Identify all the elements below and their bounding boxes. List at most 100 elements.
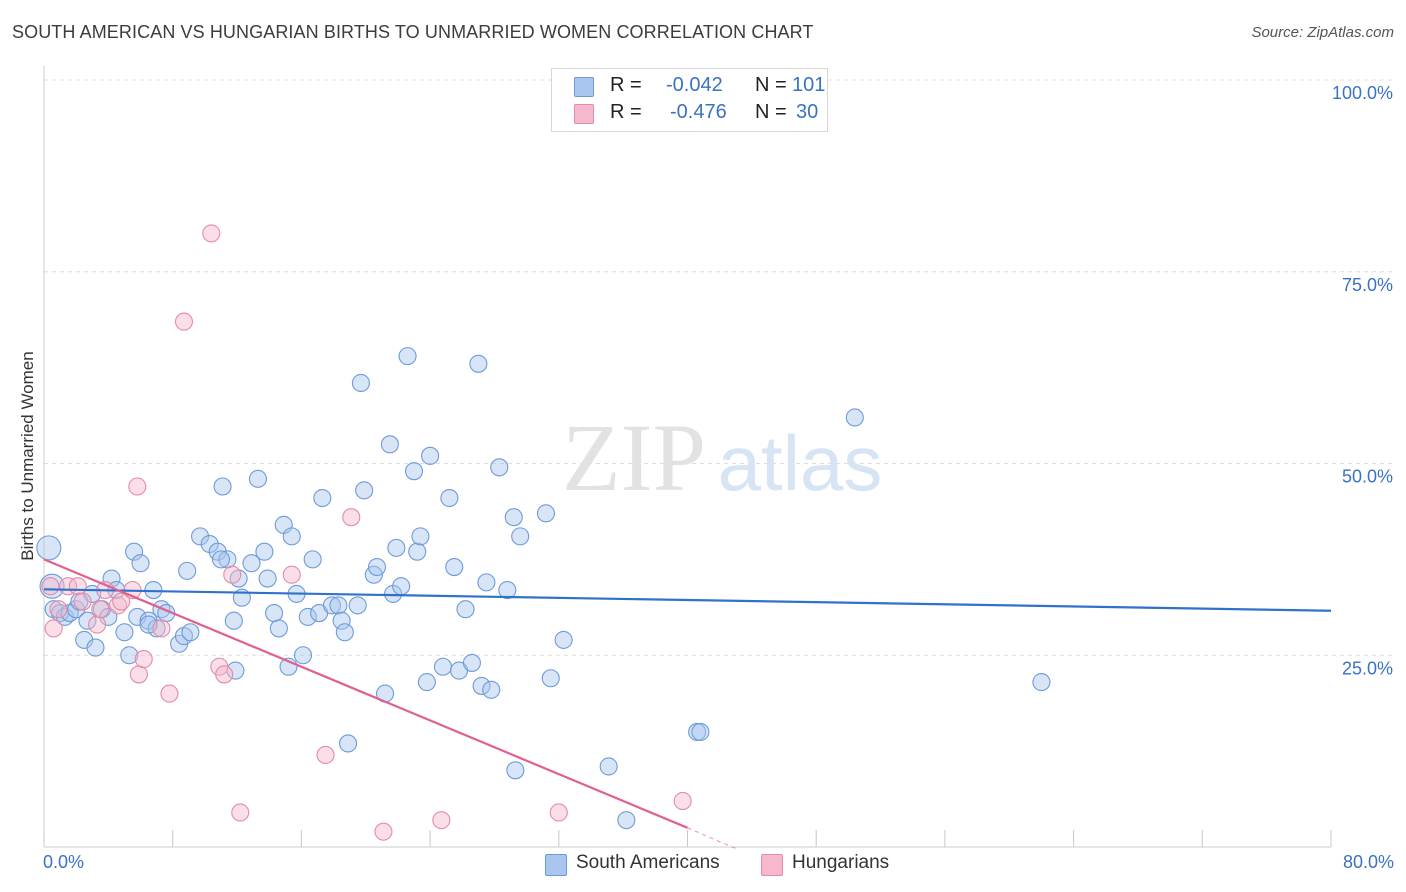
x-tick-label-max: 80.0% [1342,852,1394,872]
data-point [131,554,150,573]
bottom-legend-label: Hungarians [792,852,890,873]
legend-row-hungarians: R = -0.476 N = 30 [574,101,834,125]
data-point [49,600,68,619]
data-point [91,600,110,619]
data-point [408,542,427,561]
y-tick-label: 75.0% [1342,275,1393,295]
data-point [335,623,354,642]
data-point [73,592,92,611]
data-point [490,458,509,477]
legend-row-south-americans: R = -0.042 N = 101 [574,74,834,98]
series-hungarians [41,224,692,841]
bottom-legend-label: South Americans [576,852,720,873]
data-point [68,577,87,596]
legend-swatch-pink [574,104,594,124]
watermark-zip: ZIP [562,404,706,511]
data-point [303,550,322,569]
data-point [1032,673,1051,692]
data-point [673,791,692,811]
data-point [332,611,351,630]
data-point [152,619,171,638]
data-point [404,462,424,481]
data-point [213,477,232,496]
data-point [511,527,530,546]
data-point [255,542,274,561]
data-point [134,650,153,669]
y-tick-labels: 25.0% 50.0% 75.0% 100.0% [1332,83,1393,678]
data-point [329,596,348,615]
data-point [211,550,231,569]
data-point [554,630,573,649]
data-point [845,408,864,427]
data-point [432,811,451,830]
data-point [224,611,243,630]
data-point [265,604,284,623]
data-point [125,542,144,561]
data-point [269,619,288,638]
data-point [115,623,134,642]
data-point [78,611,97,630]
data-point [411,527,430,546]
data-point [248,469,268,488]
data-point [506,761,525,780]
data-point [282,565,301,584]
trend-line-south-americans [43,588,1332,612]
data-point [433,657,453,676]
data-point [472,676,491,695]
legend-r-value: -0.042 [666,74,723,96]
data-point [477,573,496,592]
data-point [445,557,464,577]
data-point [536,504,555,523]
data-point [380,435,399,454]
legend-n-value: 101 [792,74,826,96]
data-point [504,508,523,527]
legend-n-label: N = [755,101,787,123]
source-label: Source: ZipAtlas.com [1251,24,1394,41]
data-point [398,347,417,366]
data-point [293,646,313,665]
y-tick-label: 25.0% [1342,658,1393,678]
data-point [374,822,393,841]
data-point [88,615,107,634]
axes [43,66,1332,848]
data-point [482,680,501,699]
data-point [387,538,406,557]
legend-n-value: 30 [796,101,819,123]
data-point [298,607,317,626]
data-point [549,803,568,822]
data-point [599,757,618,776]
data-point [86,638,105,657]
data-point [190,527,210,546]
data-point [120,646,139,665]
data-point [44,619,63,638]
data-point [128,477,147,496]
legend: R = -0.042 N = 101 R = -0.476 N = 30 [551,68,828,132]
bottom-legend-hungarians: Hungarians [761,852,911,876]
legend-swatch-blue [574,77,594,97]
data-point [160,684,179,703]
legend-r-label: R = [610,101,642,123]
data-point [367,557,387,577]
series-south-americans [36,347,1051,830]
data-point [258,569,277,588]
data-point [129,665,148,684]
data-point [215,665,234,684]
data-point [342,508,361,527]
data-point [498,581,517,600]
data-point [355,481,374,500]
data-point [202,224,221,243]
data-point [223,565,242,584]
data-point [440,488,459,508]
data-point [178,561,197,580]
data-point [421,446,440,465]
trend-line-hungarians [43,558,688,829]
data-point [231,803,250,822]
data-point [112,592,131,611]
data-point [339,734,358,753]
data-point [617,811,636,830]
bottom-legend-south-americans: South Americans [545,852,745,876]
data-point [39,573,65,599]
x-tick-label-min: 0.0% [43,852,85,872]
data-point [469,354,488,373]
